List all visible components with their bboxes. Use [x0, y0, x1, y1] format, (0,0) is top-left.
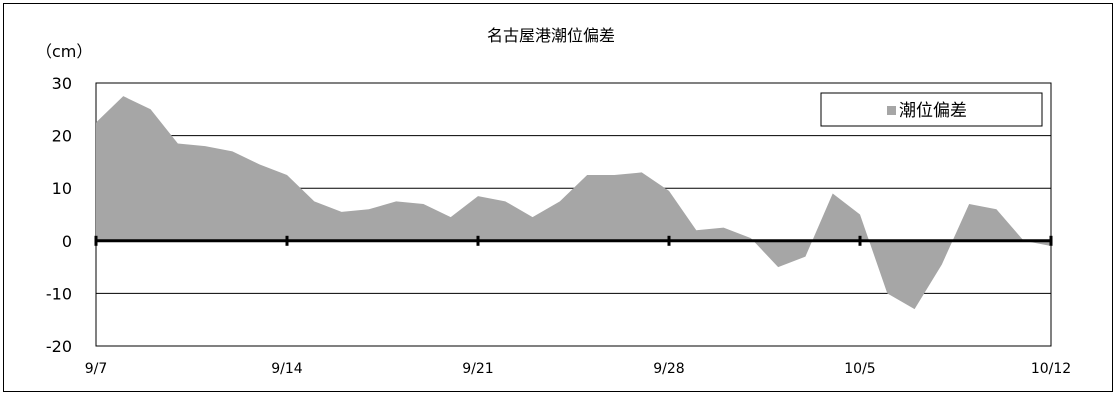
x-tick-label-2: 9/21 [462, 361, 493, 377]
chart-title: 名古屋港潮位偏差 [487, 26, 615, 45]
x-tick-label-0: 9/7 [85, 361, 108, 377]
y-tick-label-3: 0 [62, 232, 72, 251]
legend-box [820, 92, 1043, 127]
legend-label: 潮位偏差 [899, 101, 967, 121]
y-tick-label-4: -10 [46, 284, 72, 303]
x-tick-label-5: 10/12 [1031, 361, 1071, 377]
legend-swatch [887, 106, 896, 115]
plot-area: 9/7 9/14 9/21 9/28 10/5 10/12 30 20 10 0 -10 -20 潮位偏… [46, 74, 1071, 377]
y-axis-unit-label: （cm） [36, 42, 92, 61]
y-tick-label-1: 20 [52, 127, 72, 146]
x-tick-label-1: 9/14 [271, 361, 303, 377]
y-tick-label-5: -20 [46, 337, 72, 356]
y-tick-label-2: 10 [52, 179, 72, 198]
x-tick-label-3: 9/28 [653, 361, 684, 377]
y-tick-label-0: 30 [52, 74, 72, 93]
series-area-潮位偏差 [96, 96, 1051, 310]
x-tick-label-4: 10/5 [844, 361, 875, 377]
